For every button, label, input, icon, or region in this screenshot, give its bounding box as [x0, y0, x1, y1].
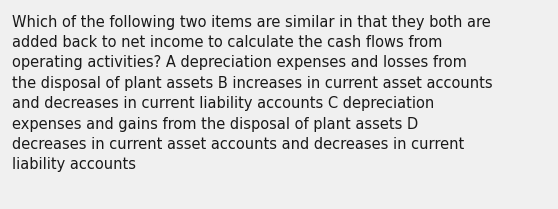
Text: Which of the following two items are similar in that they both are
added back to: Which of the following two items are sim… — [12, 15, 493, 172]
